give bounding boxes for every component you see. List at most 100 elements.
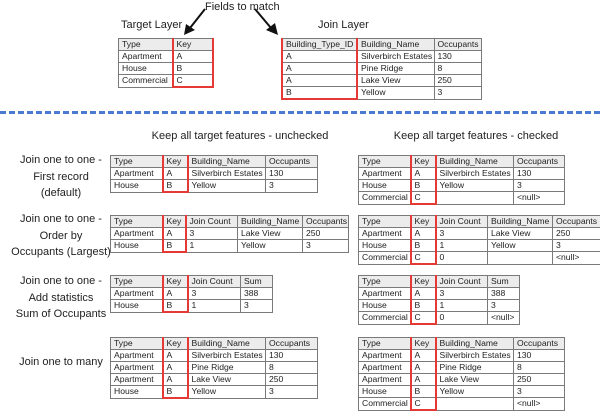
table-cell: Commercial [119, 75, 173, 88]
table-cell: Silverbirch Estates [357, 51, 434, 63]
table-cell: 3 [266, 386, 318, 399]
table-cell: 0 [436, 312, 488, 325]
table-cell: Yellow [357, 87, 434, 100]
column-header: Building_Name [238, 216, 303, 228]
column-header: Occupants [514, 156, 565, 168]
arrow-left-icon [184, 9, 205, 35]
column-header: Occupants [266, 156, 318, 168]
column-header: Type [119, 39, 173, 51]
table-cell: Apartment [359, 168, 411, 180]
table-cell: House [359, 300, 411, 312]
table-cell: Commercial [359, 252, 411, 265]
table-cell: 250 [514, 374, 565, 386]
table-cell: Yellow [436, 386, 514, 398]
table-cell: <null> [553, 252, 600, 265]
column-header: Building_Name [436, 156, 514, 168]
table-cell: Lake View [488, 228, 553, 240]
column-header: Type [359, 156, 411, 168]
key-cell: A [411, 374, 436, 386]
column-header: Key [173, 39, 213, 51]
table-cell: Commercial [359, 192, 411, 205]
checked-heading: Keep all target features - checked [356, 130, 596, 142]
column-header: Type [359, 338, 411, 350]
table-cell: 8 [514, 362, 565, 374]
table-cell: Commercial [359, 312, 411, 325]
column-header: Building_Name [436, 338, 514, 350]
table-cell: Silverbirch Estates [188, 350, 266, 362]
table-cell: 3 [553, 240, 600, 252]
key-cell: A [411, 228, 436, 240]
table-cell: 3 [188, 288, 241, 300]
table-cell: 388 [241, 288, 273, 300]
key-cell: B [282, 87, 357, 100]
key-cell: B [163, 240, 186, 253]
table-cell: Yellow [488, 240, 553, 252]
key-cell: B [411, 386, 436, 398]
unchecked-heading: Keep all target features - unchecked [120, 130, 360, 142]
table-cell: Lake View [436, 374, 514, 386]
column-header: Key [163, 156, 188, 168]
table-cell: 3 [434, 87, 481, 100]
row-label-first-record: Join one to one - First record (default) [0, 152, 122, 202]
key-cell: C [173, 75, 213, 88]
table-cell: House [359, 180, 411, 192]
column-header: Building_Name [488, 216, 553, 228]
key-cell: A [173, 51, 213, 63]
table-cell: Apartment [111, 228, 163, 240]
column-header: Key [163, 216, 186, 228]
table-cell: Apartment [111, 350, 163, 362]
table-cell: Pine Ridge [436, 362, 514, 374]
key-cell: B [411, 180, 436, 192]
key-cell: A [282, 51, 357, 63]
key-cell: A [411, 288, 436, 300]
row-label-line: Occupants (Largest) [0, 244, 122, 261]
table-cell: 1 [188, 300, 241, 313]
column-header: Key [163, 338, 188, 350]
table-cell: 250 [553, 228, 600, 240]
table-cell: Apartment [119, 51, 173, 63]
column-header: Key [163, 276, 188, 288]
column-header: Sum [488, 276, 520, 288]
row-label-one-to-many: Join one to many [0, 354, 122, 371]
key-cell: B [411, 300, 436, 312]
key-cell: C [411, 312, 436, 325]
key-cell: C [411, 192, 436, 205]
column-header: Type [359, 216, 411, 228]
column-header: Type [111, 156, 163, 168]
key-cell: A [163, 228, 186, 240]
column-header: Sum [241, 276, 273, 288]
column-header: Occupants [434, 39, 481, 51]
column-header: Join Count [436, 216, 488, 228]
table-cell: House [111, 386, 163, 399]
table-cell: 130 [514, 350, 565, 362]
column-header: Key [411, 156, 436, 168]
row-label-line: (default) [0, 185, 122, 202]
table-cell: House [111, 180, 163, 193]
column-header: Type [111, 338, 163, 350]
key-cell: B [163, 300, 188, 313]
